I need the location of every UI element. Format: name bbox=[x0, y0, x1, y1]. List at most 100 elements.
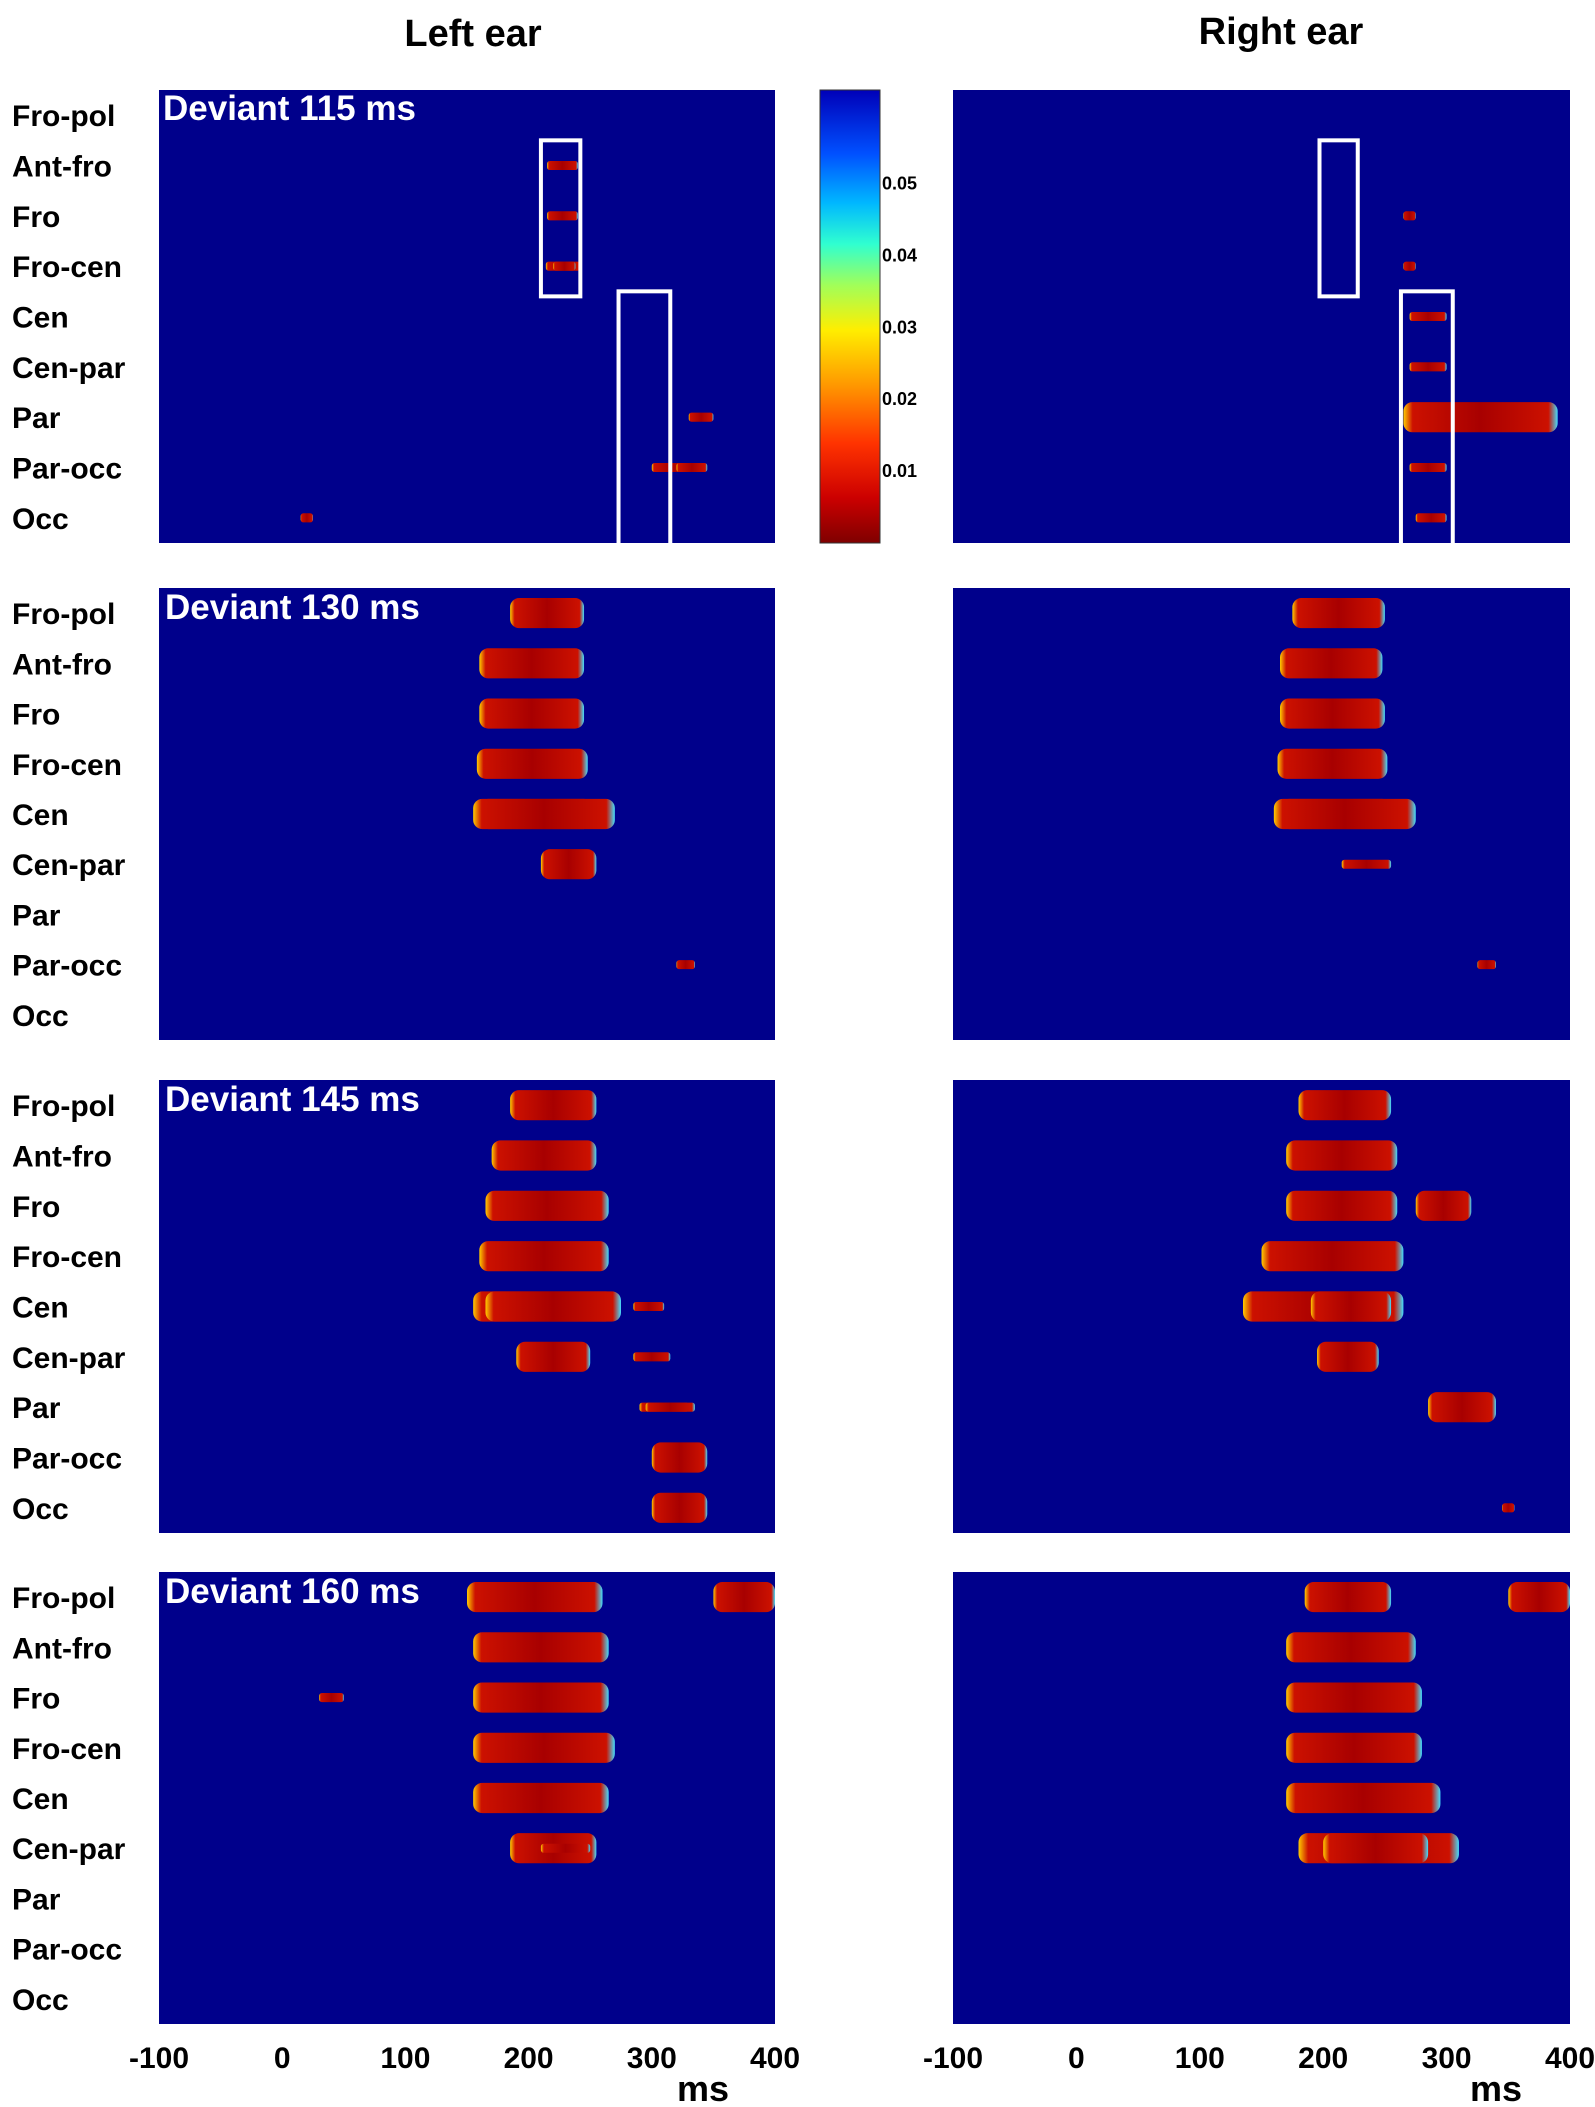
row-label: Occ bbox=[12, 1000, 69, 1033]
x-tick-label: -100 bbox=[129, 2042, 189, 2075]
significance-segment bbox=[688, 412, 714, 422]
significance-segment bbox=[1286, 1682, 1422, 1713]
panel-background bbox=[159, 90, 775, 543]
panel-title: Deviant 145 ms bbox=[165, 1080, 420, 1119]
x-tick-label: 300 bbox=[1422, 2042, 1472, 2075]
significance-segment bbox=[1409, 311, 1447, 322]
panel-title: Deviant 160 ms bbox=[165, 1572, 420, 1611]
significance-segment bbox=[479, 648, 585, 679]
row-label: Par bbox=[12, 402, 61, 435]
significance-segment bbox=[1409, 362, 1447, 372]
significance-segment bbox=[651, 1442, 708, 1473]
significance-segment bbox=[516, 1341, 591, 1372]
significance-segment bbox=[1280, 698, 1385, 729]
x-tick-label: -100 bbox=[923, 2042, 983, 2075]
significance-segment bbox=[1341, 859, 1392, 869]
significance-segment bbox=[1286, 1782, 1441, 1814]
significance-segment bbox=[676, 462, 708, 473]
significance-segment bbox=[1403, 402, 1558, 433]
significance-segment bbox=[645, 1402, 695, 1412]
significance-segment bbox=[1428, 1392, 1496, 1423]
significance-segment bbox=[1286, 1140, 1398, 1171]
panel-background bbox=[953, 1572, 1570, 2024]
row-label: Fro bbox=[12, 699, 60, 732]
significance-segment bbox=[713, 1582, 775, 1613]
row-label: Cen-par bbox=[12, 1833, 126, 1866]
significance-segment bbox=[553, 261, 576, 271]
row-label: Fro-pol bbox=[12, 100, 115, 133]
panel-title: Deviant 115 ms bbox=[163, 89, 416, 128]
colorbar: 0.05 0.04 0.03 0.02 0.01 bbox=[819, 89, 917, 544]
panel-left-4: Deviant 160 ms bbox=[159, 1572, 775, 2024]
significance-segment bbox=[1280, 648, 1383, 679]
significance-segment bbox=[1273, 798, 1416, 830]
row-label: Cen bbox=[12, 1783, 69, 1816]
highlight-box bbox=[1317, 138, 1360, 299]
significance-segment bbox=[1415, 1190, 1472, 1221]
significance-segment bbox=[651, 1492, 708, 1523]
row-label: Fro bbox=[12, 1683, 60, 1716]
significance-segment bbox=[540, 849, 597, 880]
x-axis-unit: ms bbox=[1470, 2068, 1522, 2107]
significance-segment bbox=[1310, 1291, 1392, 1322]
significance-segment bbox=[510, 1090, 597, 1121]
x-tick-label: 200 bbox=[504, 2042, 554, 2075]
row-label: Par-occ bbox=[12, 950, 122, 983]
x-axis-layer: -100 0 100 200 300 400 ms -100 0 100 200 300 400 ms bbox=[129, 2042, 1595, 2107]
significance-segment bbox=[1502, 1503, 1515, 1513]
x-axis-unit: ms bbox=[677, 2068, 729, 2107]
panel-right-2 bbox=[953, 588, 1570, 1040]
significance-segment bbox=[1477, 960, 1496, 970]
row-label: Ant-fro bbox=[12, 1141, 112, 1174]
row-label: Fro bbox=[12, 1191, 60, 1224]
colorbar-tick-label: 0.01 bbox=[882, 461, 917, 481]
significance-segment bbox=[1508, 1582, 1570, 1613]
x-tick-label: 400 bbox=[750, 2042, 800, 2075]
panel-background bbox=[953, 588, 1570, 1040]
x-tick-label: 0 bbox=[1068, 2042, 1085, 2075]
panel-right-1 bbox=[953, 90, 1570, 551]
row-label: Occ bbox=[12, 503, 69, 536]
x-tick-label: 100 bbox=[380, 2042, 430, 2075]
significance-segment bbox=[473, 1732, 615, 1763]
significance-segment bbox=[473, 1782, 609, 1814]
row-label: Par-occ bbox=[12, 1443, 122, 1476]
panels-layer: Deviant 115 ms Deviant 130 ms Deviant 145 … bbox=[159, 89, 1570, 2024]
significance-segment bbox=[1298, 1090, 1392, 1121]
highlight-box bbox=[1398, 289, 1455, 551]
row-label: Fro-pol bbox=[12, 1582, 115, 1615]
panel-right-4 bbox=[953, 1572, 1570, 2024]
significance-segment bbox=[485, 1291, 621, 1322]
x-tick-label: 400 bbox=[1545, 2042, 1595, 2075]
significance-segment bbox=[633, 1301, 665, 1312]
row-label: Fro-cen bbox=[12, 1241, 122, 1274]
colorbar-ticks: 0.05 0.04 0.03 0.02 0.01 bbox=[882, 173, 917, 481]
significance-segment bbox=[473, 1682, 609, 1713]
significance-segment bbox=[1277, 748, 1388, 779]
significance-segment bbox=[1286, 1632, 1416, 1663]
panel-right-3 bbox=[953, 1080, 1570, 1533]
x-tick-label: 300 bbox=[627, 2042, 677, 2075]
significance-segment bbox=[479, 1241, 609, 1272]
significance-segment bbox=[1403, 261, 1416, 271]
row-label: Cen-par bbox=[12, 1342, 126, 1375]
panel-background bbox=[953, 90, 1570, 543]
significance-segment bbox=[547, 160, 578, 171]
row-label: Cen bbox=[12, 1292, 69, 1325]
row-label: Ant-fro bbox=[12, 151, 112, 184]
significance-segment bbox=[510, 598, 585, 629]
x-tick-label: 0 bbox=[274, 2042, 291, 2075]
significance-segment bbox=[1286, 1190, 1398, 1221]
row-label: Ant-fro bbox=[12, 1632, 112, 1665]
row-label: Fro-pol bbox=[12, 1090, 115, 1123]
row-label: Par-occ bbox=[12, 1934, 122, 1967]
row-label: Par-occ bbox=[12, 453, 122, 486]
significance-segment bbox=[1292, 598, 1385, 629]
significance-segment bbox=[473, 798, 615, 830]
panel-left-1: Deviant 115 ms bbox=[159, 89, 775, 551]
significance-segment bbox=[1409, 462, 1447, 473]
row-label: Fro-pol bbox=[12, 598, 115, 631]
row-label: Par bbox=[12, 1883, 61, 1916]
panel-left-3: Deviant 145 ms bbox=[159, 1080, 775, 1533]
panel-background bbox=[159, 1572, 775, 2024]
